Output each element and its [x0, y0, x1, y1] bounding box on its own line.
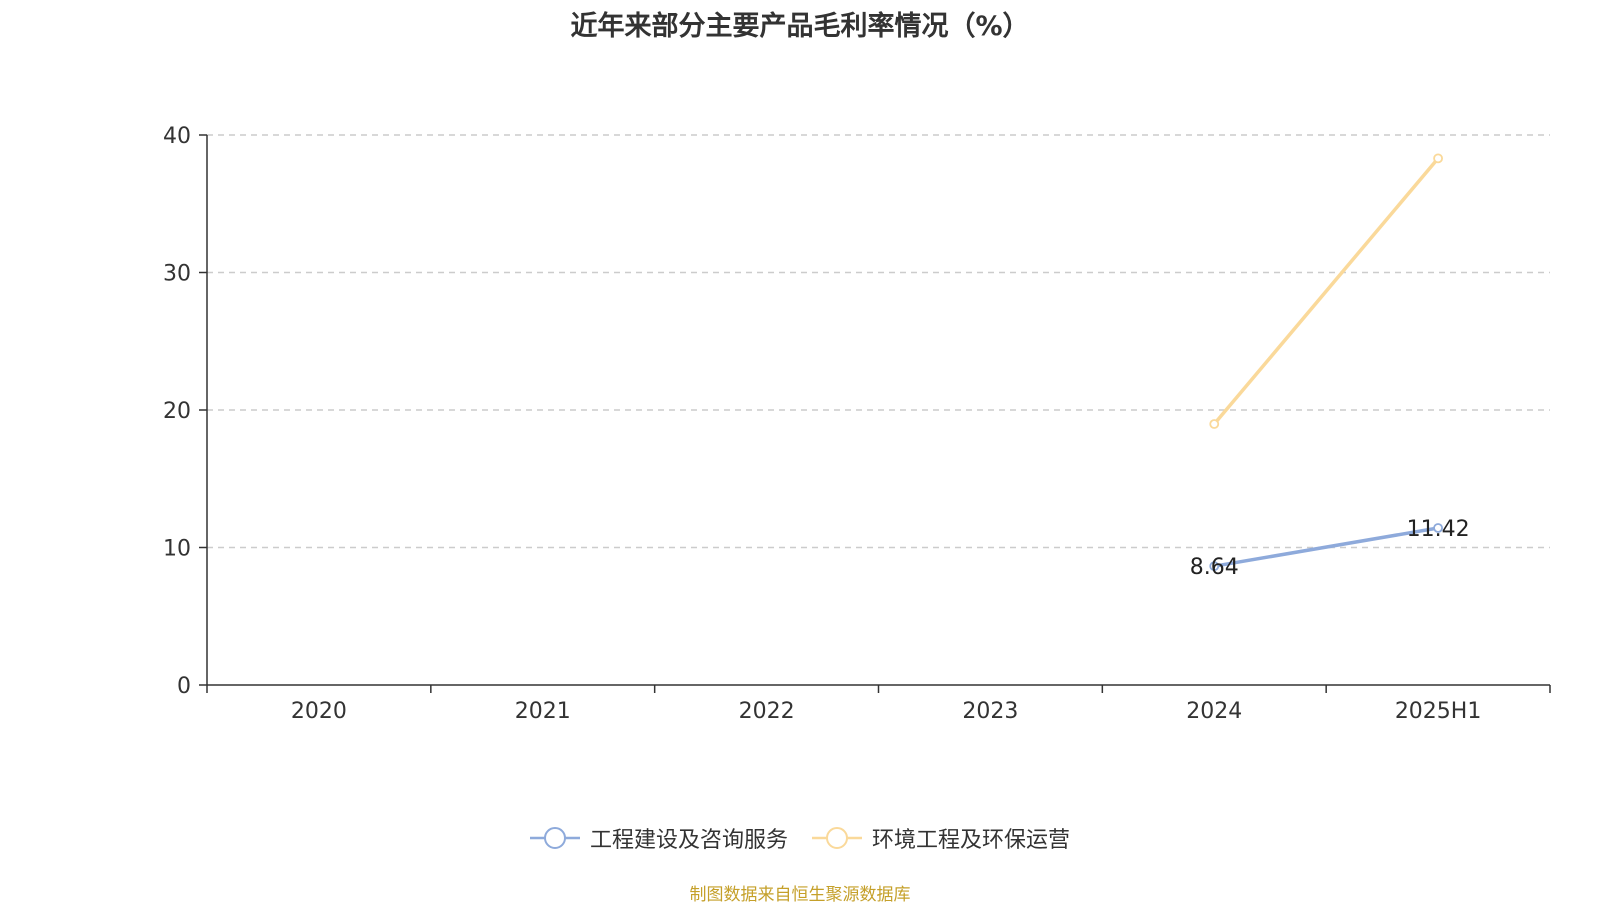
y-tick-label: 10 — [163, 537, 191, 562]
series-line-1 — [1213, 526, 1439, 568]
x-tick-label: 2025H1 — [1395, 699, 1482, 724]
legend-label: 工程建设及咨询服务 — [589, 828, 788, 853]
data-point — [1209, 561, 1220, 572]
legend: 工程建设及咨询服务 环境工程及环保运营 — [0, 822, 1600, 854]
y-tick-label: 40 — [163, 124, 191, 149]
x-tick-label: 2021 — [515, 699, 571, 724]
chart-title: 近年来部分主要产品毛利率情况（%） — [570, 11, 1030, 42]
y-tick-label: 20 — [163, 399, 191, 424]
x-tick-label: 2020 — [291, 699, 347, 724]
x-tick-label: 2022 — [739, 699, 795, 724]
x-tick-label: 2023 — [962, 699, 1018, 724]
legend-item-1[interactable]: 工程建设及咨询服务 — [529, 822, 788, 854]
series-line-2 — [1212, 157, 1440, 426]
series-layer — [1209, 153, 1443, 572]
axes: 0 10 20 30 40 2020 2021 2022 2023 2024 2025H1 — [163, 124, 1551, 724]
data-point — [1209, 419, 1220, 429]
source-note: 制图数据来自恒生聚源数据库 — [689, 885, 911, 905]
data-labels: 8.64 11.42 — [1190, 517, 1470, 580]
data-point — [1433, 523, 1443, 533]
y-tick-label: 30 — [163, 262, 191, 287]
legend-swatch-icon — [812, 827, 862, 849]
legend-label: 环境工程及环保运营 — [872, 828, 1071, 853]
legend-swatch-icon — [529, 827, 580, 849]
data-point — [1433, 153, 1443, 164]
data-label: 11.42 — [1407, 517, 1470, 542]
grid-lines — [207, 134, 1550, 549]
y-tick-label: 0 — [177, 674, 191, 699]
data-label: 8.64 — [1190, 555, 1239, 580]
x-tick-label: 2024 — [1186, 699, 1242, 724]
legend-item-2[interactable]: 环境工程及环保运营 — [812, 822, 1070, 854]
